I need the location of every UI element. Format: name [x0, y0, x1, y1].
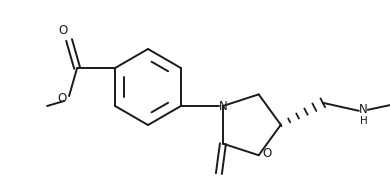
Text: O: O: [262, 147, 271, 160]
Text: O: O: [58, 24, 68, 36]
Text: N: N: [358, 103, 367, 116]
Text: O: O: [57, 93, 67, 105]
Text: H: H: [360, 116, 368, 126]
Text: N: N: [218, 99, 227, 113]
